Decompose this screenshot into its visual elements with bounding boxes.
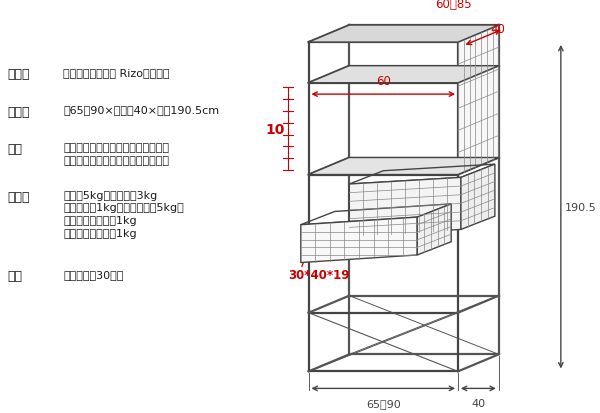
Polygon shape — [461, 165, 495, 230]
Polygon shape — [458, 26, 499, 175]
Text: 30*40*19: 30*40*19 — [288, 269, 350, 282]
Text: 耐荷重: 耐荷重 — [8, 190, 30, 203]
Text: 40: 40 — [490, 23, 505, 36]
Text: 合成樹脂化粧繊維板（塩化ビニル）: 合成樹脂化粧繊維板（塩化ビニル） — [63, 143, 169, 153]
Text: 40: 40 — [472, 398, 485, 408]
Text: サイドフレーム：1kg: サイドフレーム：1kg — [63, 228, 137, 238]
Text: ランドリーラック Rizo（リソ）: ランドリーラック Rizo（リソ） — [63, 67, 170, 78]
Text: 60: 60 — [376, 74, 391, 87]
Text: 60〜85: 60〜85 — [436, 0, 472, 11]
Text: 棚：各5kg、カゴ：各3kg: 棚：各5kg、カゴ：各3kg — [63, 190, 157, 200]
Polygon shape — [417, 204, 451, 255]
Text: 備考: 備考 — [8, 270, 23, 282]
Polygon shape — [301, 218, 417, 263]
Text: 190.5: 190.5 — [565, 202, 596, 212]
Text: ネットフレーム：1kg: ネットフレーム：1kg — [63, 216, 137, 225]
Polygon shape — [349, 178, 461, 237]
Text: 10: 10 — [266, 122, 285, 136]
Text: 組立式（約30分）: 組立式（約30分） — [63, 270, 124, 280]
Text: 材質: 材質 — [8, 143, 23, 156]
Text: サイズ: サイズ — [8, 105, 30, 118]
Text: スチール（エポキシ樹脂粉体塗装）: スチール（エポキシ樹脂粉体塗装） — [63, 156, 169, 166]
Text: 延長バー：1kg（各棚全体で5kg）: 延長バー：1kg（各棚全体で5kg） — [63, 203, 184, 213]
Polygon shape — [308, 66, 499, 83]
Text: 商品名: 商品名 — [8, 67, 30, 81]
Polygon shape — [308, 26, 499, 43]
Text: 65〜90: 65〜90 — [366, 398, 401, 408]
Text: 幅65〜90×奥行き40×高さ190.5cm: 幅65〜90×奥行き40×高さ190.5cm — [63, 105, 219, 115]
Polygon shape — [308, 158, 499, 175]
